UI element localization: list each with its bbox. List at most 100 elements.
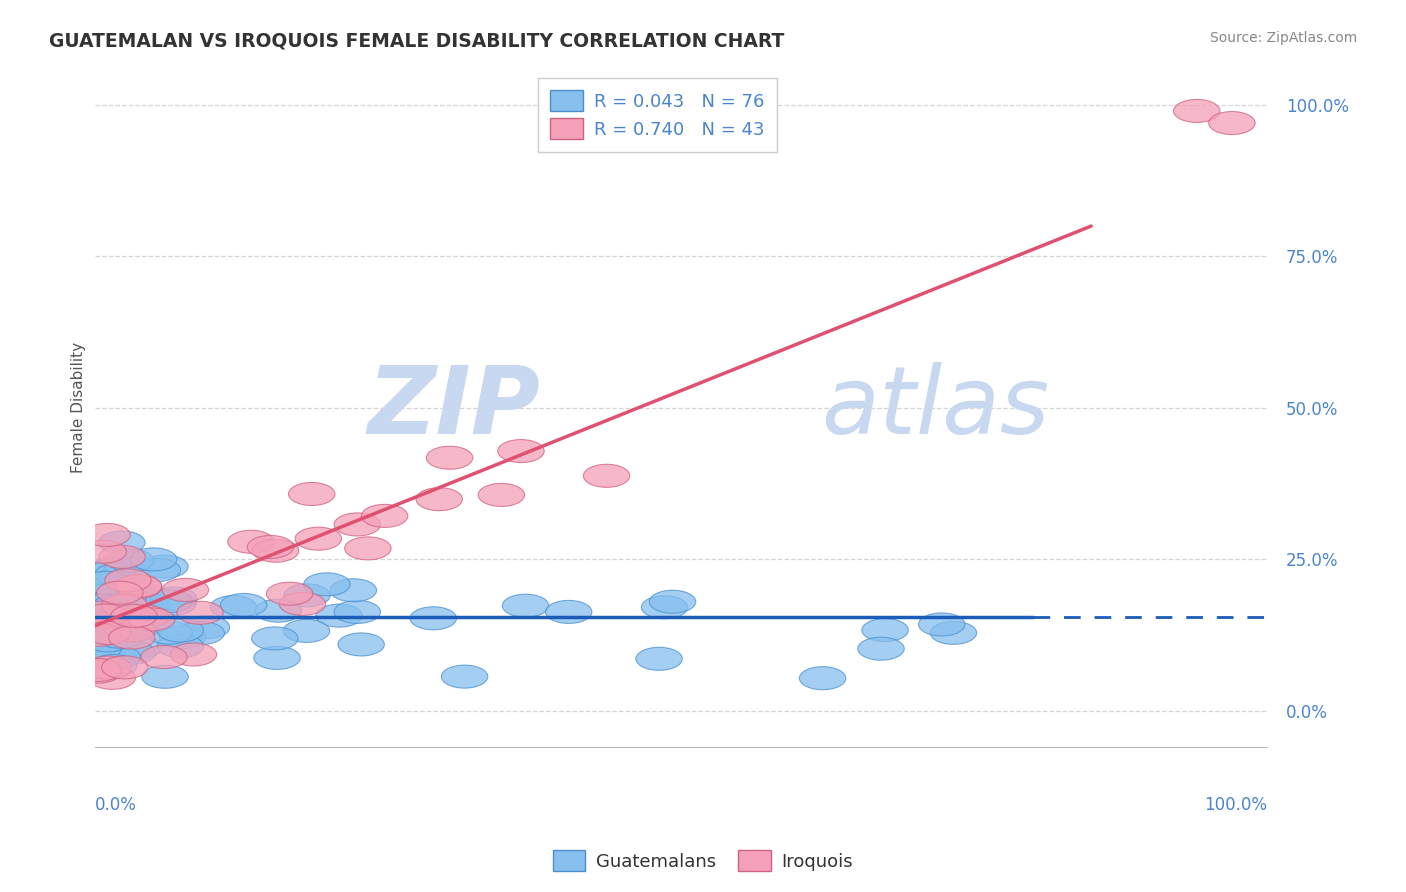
Ellipse shape — [288, 483, 335, 506]
Ellipse shape — [75, 615, 121, 639]
Ellipse shape — [120, 614, 166, 636]
Ellipse shape — [141, 646, 187, 669]
Ellipse shape — [134, 558, 180, 582]
Ellipse shape — [918, 613, 965, 636]
Ellipse shape — [157, 619, 204, 642]
Ellipse shape — [83, 571, 129, 594]
Ellipse shape — [79, 616, 125, 640]
Ellipse shape — [252, 539, 299, 562]
Ellipse shape — [146, 621, 193, 644]
Ellipse shape — [128, 608, 174, 631]
Ellipse shape — [583, 465, 630, 487]
Ellipse shape — [98, 531, 145, 554]
Ellipse shape — [254, 599, 301, 623]
Ellipse shape — [108, 619, 155, 641]
Ellipse shape — [146, 590, 193, 613]
Ellipse shape — [1209, 112, 1256, 135]
Ellipse shape — [150, 592, 197, 615]
Ellipse shape — [89, 666, 135, 690]
Ellipse shape — [280, 592, 326, 615]
Ellipse shape — [416, 488, 463, 511]
Ellipse shape — [335, 513, 381, 536]
Ellipse shape — [337, 633, 384, 656]
Ellipse shape — [75, 582, 121, 605]
Text: GUATEMALAN VS IROQUOIS FEMALE DISABILITY CORRELATION CHART: GUATEMALAN VS IROQUOIS FEMALE DISABILITY… — [49, 31, 785, 50]
Ellipse shape — [283, 619, 329, 642]
Ellipse shape — [89, 646, 135, 669]
Ellipse shape — [79, 601, 125, 624]
Ellipse shape — [98, 613, 145, 636]
Ellipse shape — [179, 622, 225, 645]
Ellipse shape — [101, 594, 148, 617]
Text: atlas: atlas — [821, 362, 1050, 453]
Ellipse shape — [110, 641, 156, 665]
Ellipse shape — [103, 615, 149, 639]
Ellipse shape — [636, 648, 682, 670]
Ellipse shape — [498, 440, 544, 463]
Ellipse shape — [82, 613, 128, 636]
Ellipse shape — [76, 584, 122, 607]
Ellipse shape — [426, 446, 472, 469]
Ellipse shape — [93, 588, 139, 611]
Ellipse shape — [75, 619, 121, 642]
Ellipse shape — [104, 607, 150, 630]
Ellipse shape — [121, 593, 167, 616]
Ellipse shape — [84, 656, 132, 679]
Ellipse shape — [115, 574, 162, 598]
Ellipse shape — [335, 600, 381, 624]
Ellipse shape — [108, 626, 155, 649]
Ellipse shape — [93, 594, 139, 617]
Ellipse shape — [441, 665, 488, 688]
Ellipse shape — [111, 608, 157, 632]
Ellipse shape — [107, 549, 153, 572]
Ellipse shape — [295, 527, 342, 550]
Ellipse shape — [101, 656, 148, 679]
Ellipse shape — [80, 541, 127, 563]
Legend: R = 0.043   N = 76, R = 0.740   N = 43: R = 0.043 N = 76, R = 0.740 N = 43 — [538, 78, 778, 152]
Ellipse shape — [84, 524, 131, 547]
Ellipse shape — [142, 555, 188, 578]
Ellipse shape — [284, 584, 330, 607]
Ellipse shape — [254, 647, 301, 669]
Ellipse shape — [98, 618, 145, 640]
Ellipse shape — [316, 604, 363, 627]
Ellipse shape — [502, 594, 548, 617]
Ellipse shape — [122, 606, 169, 628]
Ellipse shape — [650, 591, 696, 613]
Ellipse shape — [478, 483, 524, 507]
Text: 100.0%: 100.0% — [1204, 796, 1267, 814]
Ellipse shape — [91, 558, 138, 582]
Ellipse shape — [247, 535, 294, 558]
Ellipse shape — [79, 584, 125, 607]
Ellipse shape — [94, 646, 141, 669]
Ellipse shape — [641, 596, 688, 619]
Ellipse shape — [107, 591, 153, 613]
Ellipse shape — [90, 655, 136, 678]
Ellipse shape — [177, 601, 224, 624]
Ellipse shape — [75, 660, 121, 683]
Ellipse shape — [98, 545, 145, 568]
Ellipse shape — [89, 576, 135, 599]
Ellipse shape — [411, 607, 457, 630]
Ellipse shape — [98, 601, 145, 624]
Ellipse shape — [115, 636, 162, 659]
Ellipse shape — [131, 548, 177, 571]
Ellipse shape — [304, 573, 350, 596]
Ellipse shape — [931, 622, 977, 644]
Ellipse shape — [97, 582, 143, 604]
Ellipse shape — [104, 557, 150, 579]
Ellipse shape — [75, 658, 121, 681]
Ellipse shape — [82, 604, 128, 627]
Ellipse shape — [97, 625, 143, 648]
Ellipse shape — [330, 579, 377, 602]
Ellipse shape — [104, 569, 152, 592]
Ellipse shape — [211, 596, 257, 619]
Ellipse shape — [110, 577, 156, 600]
Text: 0.0%: 0.0% — [94, 796, 136, 814]
Ellipse shape — [115, 575, 162, 599]
Legend: Guatemalans, Iroquois: Guatemalans, Iroquois — [546, 843, 860, 879]
Ellipse shape — [84, 629, 131, 652]
Y-axis label: Female Disability: Female Disability — [72, 343, 86, 474]
Ellipse shape — [862, 618, 908, 641]
Ellipse shape — [858, 637, 904, 660]
